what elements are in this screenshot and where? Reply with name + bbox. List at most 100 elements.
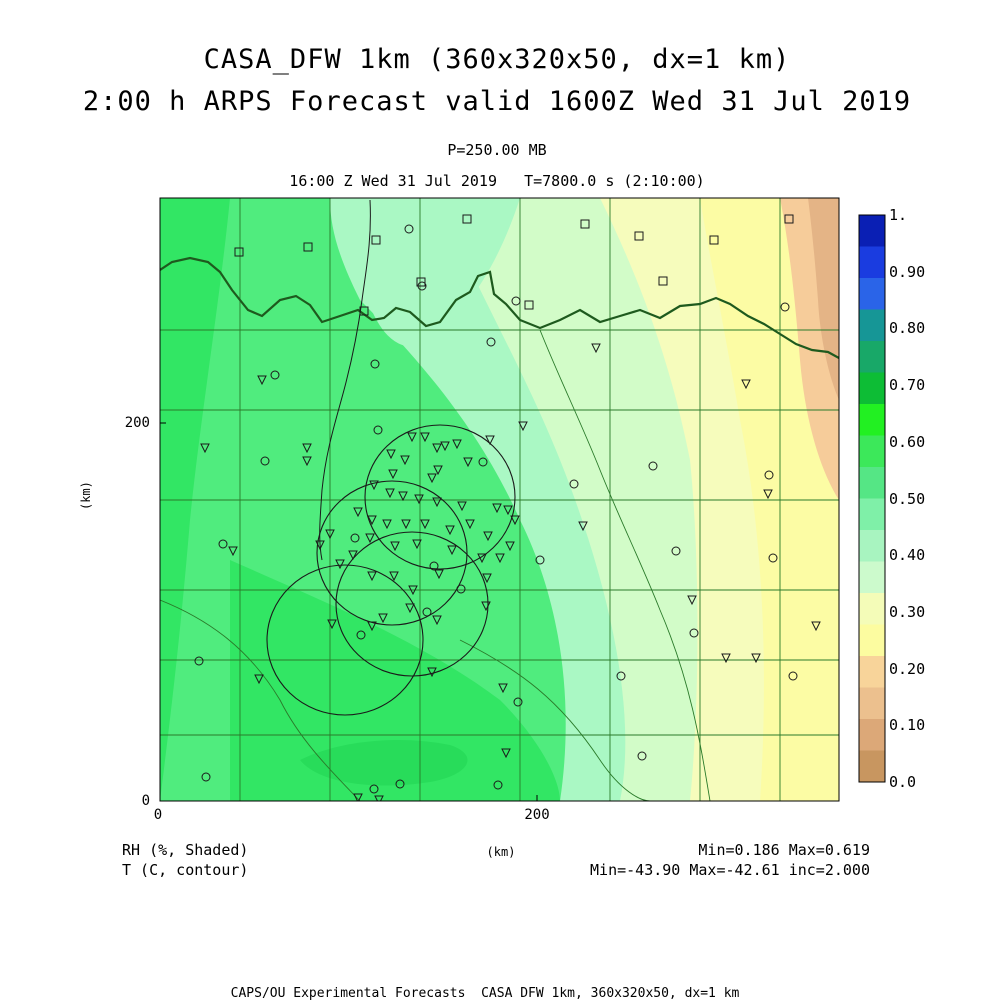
square-station-icon (784, 214, 794, 224)
triangle-station-icon (390, 541, 400, 552)
contour-minmax: Min=-43.90 Max=-42.61 inc=2.000 (590, 861, 870, 879)
pentagon-station-icon (689, 628, 699, 638)
rh-region-green-dark (160, 198, 230, 801)
colorbar-label: 0.60 (889, 432, 926, 451)
triangle-station-icon (485, 435, 495, 446)
square-station-icon (634, 231, 644, 241)
pentagon-station-icon (404, 224, 414, 234)
pentagon-station-icon (373, 425, 383, 435)
rh-region-green-south (230, 560, 560, 801)
square-station-icon (462, 214, 472, 224)
triangle-station-icon (200, 443, 210, 454)
title-line-1: CASA_DFW 1km (360x320x50, dx=1 km) (203, 44, 791, 75)
pentagon-station-icon (395, 779, 405, 789)
square-station-icon (580, 219, 590, 229)
pentagon-station-icon (370, 359, 380, 369)
square-station-icon (303, 242, 313, 252)
y-tick-0: 0 (141, 793, 150, 809)
pentagon-station-icon (369, 784, 379, 794)
pentagon-station-icon (350, 533, 360, 543)
triangle-station-icon (382, 519, 392, 530)
triangle-station-icon (721, 653, 731, 664)
triangle-station-icon (763, 489, 773, 500)
triangle-station-icon (327, 619, 337, 630)
shaded-minmax: Min=0.186 Max=0.619 (698, 841, 870, 859)
triangle-station-icon (432, 443, 442, 454)
colorbar-frame (858, 214, 886, 783)
triangle-station-icon (433, 465, 443, 476)
triangle-station-icon (591, 343, 601, 354)
pressure-level: P=250.00 MB (447, 141, 547, 159)
pentagon-station-icon (270, 370, 280, 380)
pentagon-station-icon (788, 671, 798, 681)
pentagon-station-icon (648, 461, 658, 471)
rh-region-brown (808, 198, 839, 400)
square-station-icon (359, 306, 369, 316)
x-tick-0: 0 (153, 807, 163, 823)
colorbar-swatch (859, 309, 885, 342)
pentagon-station-icon (493, 780, 503, 790)
triangle-station-icon (367, 515, 377, 526)
pentagon-station-icon (780, 302, 790, 312)
triangle-station-icon (445, 525, 455, 536)
colorbar-swatch (859, 467, 885, 499)
triangle-station-icon (414, 494, 424, 505)
triangle-station-icon (518, 421, 528, 432)
pentagon-station-icon (356, 630, 366, 640)
colorbar-label: 0.20 (889, 659, 926, 678)
triangle-station-icon (335, 559, 345, 570)
triangle-station-icon (407, 432, 417, 443)
colorbar-swatch (859, 656, 885, 688)
pentagon-station-icon (616, 671, 626, 681)
temperature-contours (266, 424, 516, 716)
county-boundaries (160, 198, 839, 801)
triangle-station-icon (302, 456, 312, 467)
triangle-station-icon (405, 603, 415, 614)
triangle-station-icon (353, 793, 363, 801)
colorbar-label: 0.0 (889, 773, 917, 791)
triangle-station-icon (447, 545, 457, 556)
colorbar-swatch (859, 372, 885, 405)
triangle-station-icon (481, 601, 491, 612)
colorbar-swatch (859, 435, 885, 468)
colorbar-label: 1. (889, 206, 908, 224)
rh-shaded-field (160, 198, 839, 801)
triangle-station-icon (477, 553, 487, 564)
pentagon-station-icon (764, 470, 774, 480)
triangle-station-icon (501, 748, 511, 759)
triangle-station-icon (408, 585, 418, 596)
colorbar (858, 214, 886, 783)
triangle-station-icon (495, 553, 505, 564)
colorbar-label: 0.90 (889, 262, 926, 281)
triangle-station-icon (386, 449, 396, 460)
pentagon-station-icon (456, 584, 466, 594)
colorbar-swatch (859, 593, 885, 625)
triangle-station-icon (687, 595, 697, 606)
pentagon-station-icon (194, 656, 204, 666)
triangle-station-icon (374, 795, 384, 801)
triangle-station-icon (503, 505, 513, 516)
colorbar-swatch (859, 215, 885, 247)
pentagon-station-icon (218, 539, 228, 549)
triangle-station-icon (302, 443, 312, 454)
station-markers (194, 214, 821, 801)
triangle-station-icon (412, 539, 422, 550)
triangle-station-icon (483, 531, 493, 542)
colorbar-swatch (859, 624, 885, 657)
square-station-icon (371, 235, 381, 245)
triangle-station-icon (498, 683, 508, 694)
colorbar-label: 0.70 (889, 376, 926, 395)
triangle-station-icon (367, 621, 377, 632)
colorbar-swatch (859, 404, 885, 436)
triangle-station-icon (427, 667, 437, 678)
triangle-station-icon (369, 480, 379, 491)
colorbar-swatch (859, 246, 885, 279)
pentagon-station-icon (671, 546, 681, 556)
pentagon-station-icon (511, 296, 521, 306)
triangle-station-icon (398, 491, 408, 502)
triangle-station-icon (378, 613, 388, 624)
pentagon-station-icon (201, 772, 211, 782)
colorbar-label: 0.30 (889, 602, 926, 621)
